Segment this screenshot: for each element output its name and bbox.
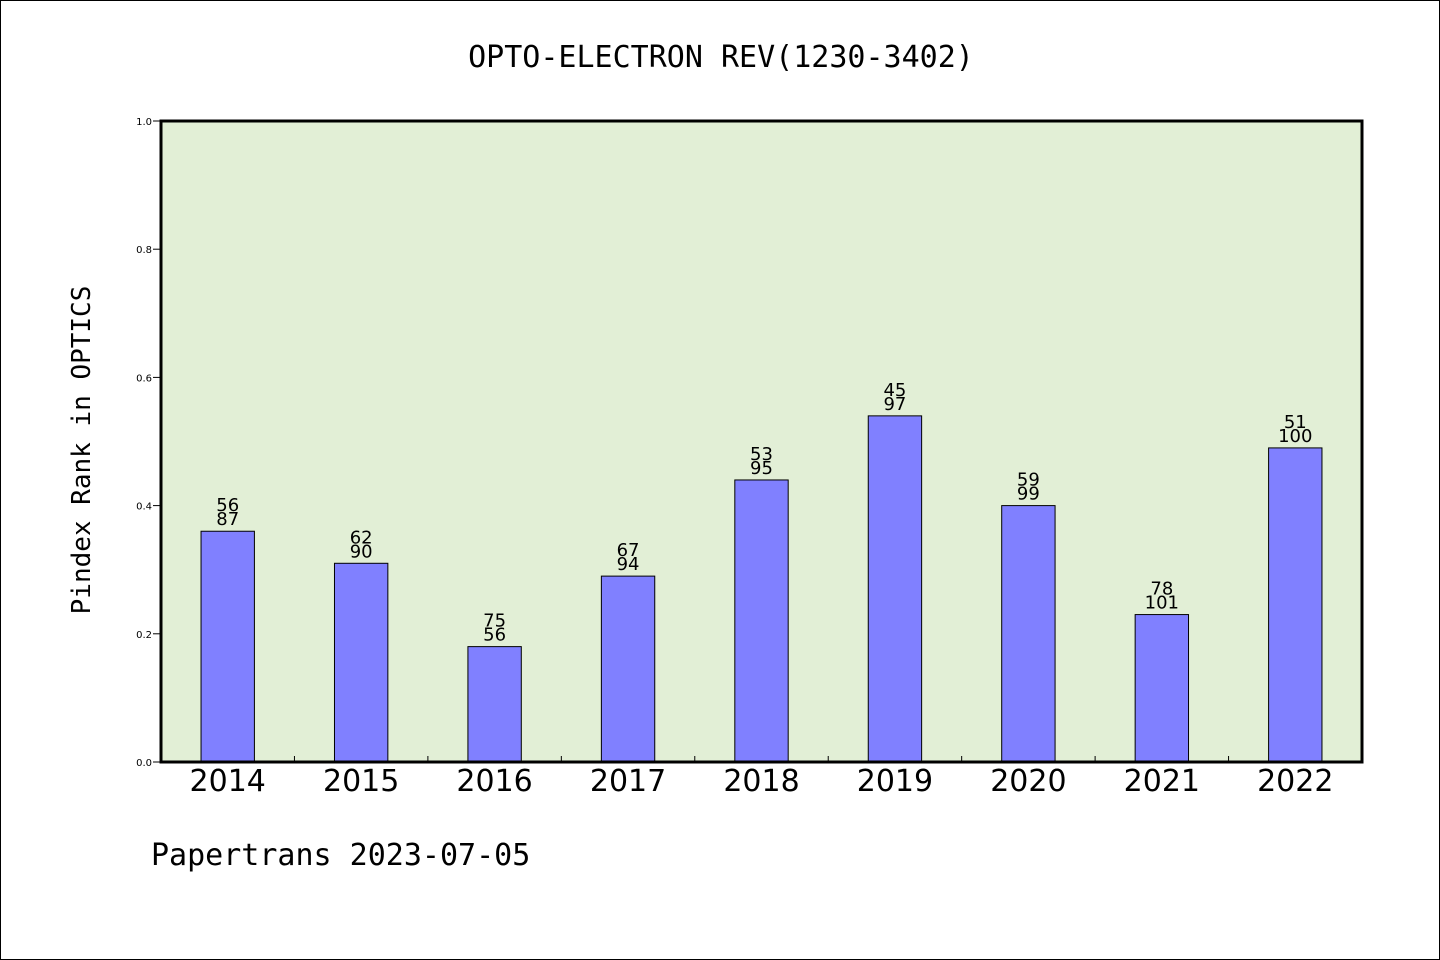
y-tick-label: 0.2: [136, 630, 152, 641]
bar-2015: [333, 562, 389, 763]
bar-2018: [734, 479, 789, 763]
y-tick-label: 0.6: [136, 373, 152, 384]
bar-label-bottom: 87: [216, 509, 239, 530]
bar-label-top: 59: [1017, 470, 1040, 491]
bar-2022: [1268, 447, 1323, 763]
x-tick-label: 2016: [456, 764, 532, 799]
x-tick-label: 2014: [190, 764, 266, 799]
x-tick-label: 2018: [723, 764, 799, 799]
y-axis-label: Pindex Rank in OPTICS: [67, 286, 97, 615]
bar-label-bottom: 90: [350, 541, 373, 562]
bar-2020: [1001, 505, 1056, 763]
footer-text: Papertrans 2023-07-05: [151, 838, 530, 873]
bar-label-top: 75: [483, 611, 506, 632]
y-tick-label: 0.4: [136, 502, 152, 513]
bar-label-bottom: 56: [483, 625, 506, 646]
bar-label-bottom: 100: [1278, 426, 1312, 447]
x-tick-label: 2019: [857, 764, 933, 799]
bar-label-bottom: 99: [1017, 484, 1040, 505]
bar-2014: [200, 530, 255, 763]
bar-2017: [600, 575, 656, 763]
x-axis-ticks: 2014 2015 2016 2017 2018 2019 2020 2021 2022: [190, 756, 1333, 799]
bar-label-bottom: 95: [750, 458, 773, 479]
y-axis-ticks: 0.0 0.2 0.4 0.6 0.8 1.0: [136, 117, 161, 769]
bar-2019: [867, 415, 923, 763]
y-tick-label: 1.0: [136, 117, 152, 128]
plot-frame: [159, 119, 1364, 764]
bar-label-bottom: 97: [883, 394, 906, 415]
bar-label-bottom: 101: [1145, 593, 1179, 614]
bar-label-top: 53: [750, 444, 773, 465]
x-tick-label: 2021: [1124, 764, 1200, 799]
bar-label-top: 45: [883, 380, 906, 401]
bar-label-top: 67: [617, 540, 640, 561]
x-tick-label: 2015: [323, 764, 399, 799]
bars-layer: [200, 415, 1323, 763]
x-tick-label: 2017: [590, 764, 666, 799]
bar-label-top: 62: [350, 527, 373, 548]
bar-label-top: 51: [1284, 412, 1307, 433]
bar-label-top: 78: [1150, 579, 1173, 600]
x-tick-label: 2020: [990, 764, 1066, 799]
chart-title: OPTO-ELECTRON REV(1230-3402): [468, 40, 974, 75]
bar-2016: [467, 646, 522, 763]
y-tick-label: 0.8: [136, 245, 152, 256]
y-tick-label: 0.0: [136, 758, 152, 769]
bar-label-bottom: 94: [617, 554, 640, 575]
bar-2021: [1134, 614, 1190, 763]
bar-label-top: 56: [216, 495, 239, 516]
x-tick-label: 2022: [1257, 764, 1333, 799]
